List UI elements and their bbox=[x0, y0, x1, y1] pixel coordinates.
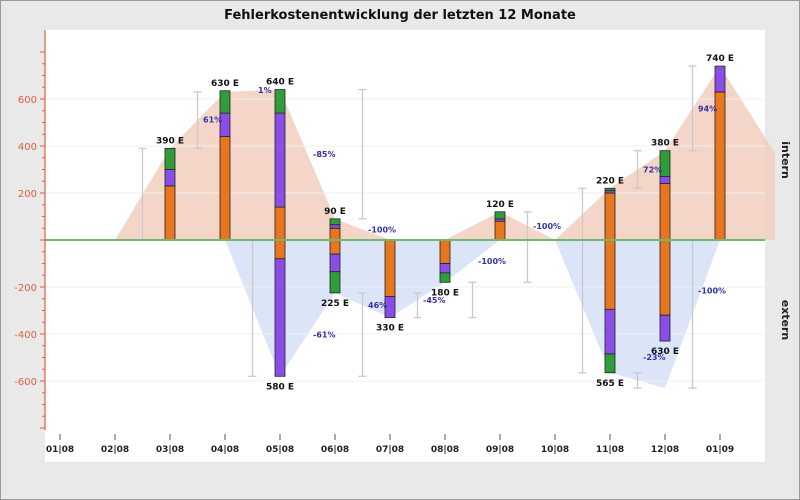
y-tick-label: 200 bbox=[18, 189, 37, 200]
percent-label: -100% bbox=[533, 222, 561, 231]
y-tick-label: -400 bbox=[14, 330, 37, 341]
bar-segment-green bbox=[659, 150, 671, 177]
value-label-extern: 330 E bbox=[376, 324, 404, 334]
bar-segment-purple bbox=[274, 258, 286, 377]
bar-segment-purple bbox=[329, 224, 341, 229]
value-label-intern: 630 E bbox=[211, 79, 239, 89]
percent-label: -100% bbox=[478, 257, 506, 266]
chart-title: Fehlerkostenentwicklung der letzten 12 M… bbox=[224, 8, 576, 23]
x-tick-label: 06|08 bbox=[321, 445, 349, 455]
bar-layer bbox=[164, 65, 726, 377]
bar-segment-orange bbox=[659, 239, 671, 316]
bar-segment-orange bbox=[219, 136, 231, 241]
bar-segment-orange bbox=[329, 227, 341, 241]
zone-label-intern: intern bbox=[779, 141, 792, 179]
y-tick-label: 400 bbox=[18, 142, 37, 153]
percent-label: 46% bbox=[368, 301, 387, 310]
bar-segment-orange bbox=[384, 239, 396, 297]
x-tick-label: 08|08 bbox=[431, 445, 459, 455]
bar-segment-purple bbox=[384, 295, 396, 318]
value-label-extern: 180 E bbox=[431, 288, 459, 298]
bar-segment-orange bbox=[604, 192, 616, 241]
bar-segment-green bbox=[274, 89, 286, 114]
value-label-extern: 580 E bbox=[266, 382, 294, 392]
bar-segment-purple bbox=[714, 65, 726, 93]
bar-segment-orange bbox=[274, 206, 286, 241]
y-tick-label: -600 bbox=[14, 377, 37, 388]
x-axis: 01|08 02|08 03|08 04|08 05|08 06|08 07|08 08|08… bbox=[45, 430, 765, 462]
grid-layer bbox=[45, 98, 765, 382]
bar-segment-green bbox=[164, 147, 176, 170]
percent-label: 1% bbox=[258, 86, 272, 95]
x-tick-label: 03|08 bbox=[156, 445, 184, 455]
x-tick-label: 01|09 bbox=[706, 445, 734, 455]
percent-label: 94% bbox=[698, 104, 717, 113]
x-tick-label: 07|08 bbox=[376, 445, 404, 455]
bar-segment-purple bbox=[439, 263, 451, 274]
percent-label: 61% bbox=[203, 116, 222, 125]
bar-segment-orange bbox=[494, 220, 506, 241]
bar-segment-green bbox=[439, 272, 451, 283]
value-label-intern: 740 E bbox=[706, 54, 734, 64]
value-label-intern: 90 E bbox=[324, 207, 346, 217]
x-tick-label: 04|08 bbox=[211, 445, 239, 455]
bar-segment-purple bbox=[659, 314, 671, 342]
x-tick-label: 10|08 bbox=[541, 445, 569, 455]
bar-segment-green bbox=[604, 353, 616, 374]
bar-segment-purple bbox=[329, 253, 341, 273]
bar-segment-green bbox=[494, 211, 506, 220]
bar-segment-orange bbox=[659, 183, 671, 241]
x-tick-label: 05|08 bbox=[266, 445, 294, 455]
bar-segment-green bbox=[329, 218, 341, 226]
bar-segment-green bbox=[329, 271, 341, 294]
bar-segment-orange bbox=[274, 239, 286, 260]
value-label-extern: 565 E bbox=[596, 379, 624, 389]
bar-segment-orange bbox=[164, 185, 176, 241]
zone-label-extern: extern bbox=[779, 300, 792, 341]
y-axis: 600 400 200 -200 -400 -600 bbox=[14, 30, 46, 430]
x-tick-label: 02|08 bbox=[101, 445, 129, 455]
percent-label: 72% bbox=[643, 166, 662, 175]
x-axis-band bbox=[45, 430, 765, 462]
x-tick-label: 01|08 bbox=[46, 445, 74, 455]
bar-segment-purple bbox=[659, 176, 671, 185]
value-label-intern: 380 E bbox=[651, 139, 679, 149]
value-label-intern: 390 E bbox=[156, 136, 184, 146]
percent-label: -85% bbox=[313, 150, 335, 159]
percent-label: -61% bbox=[313, 331, 335, 340]
value-label-extern: 225 E bbox=[321, 299, 349, 309]
value-label-intern: 220 E bbox=[596, 176, 624, 186]
x-tick-label: 11|08 bbox=[596, 445, 624, 455]
bar-segment-orange bbox=[714, 91, 726, 241]
bar-segment-green bbox=[219, 90, 231, 114]
percent-label: -23% bbox=[643, 353, 665, 362]
label-layer: 390 E 630 E 640 E 90 E 120 E 220 E 380 E 740 E 5… bbox=[156, 54, 734, 392]
bar-segment-purple bbox=[164, 169, 176, 187]
bar-segment-purple bbox=[274, 112, 286, 208]
x-tick-label: 12|08 bbox=[651, 445, 679, 455]
bar-segment-orange bbox=[329, 239, 341, 255]
value-label-extern: 630 E bbox=[651, 347, 679, 357]
value-label-intern: 120 E bbox=[486, 200, 514, 210]
area-intern bbox=[60, 66, 775, 240]
percent-label: -45% bbox=[423, 296, 445, 305]
percent-label: -100% bbox=[698, 287, 726, 296]
bar-segment-green bbox=[604, 187, 616, 192]
bar-segment-orange bbox=[439, 239, 451, 264]
percent-label: -100% bbox=[368, 225, 396, 234]
bar-segment-orange bbox=[604, 239, 616, 310]
y-tick-label: -200 bbox=[14, 283, 37, 294]
y-tick-label: 600 bbox=[18, 95, 37, 106]
x-tick-label: 09|08 bbox=[486, 445, 514, 455]
value-label-intern: 640 E bbox=[266, 78, 294, 88]
bar-segment-purple bbox=[604, 308, 616, 355]
